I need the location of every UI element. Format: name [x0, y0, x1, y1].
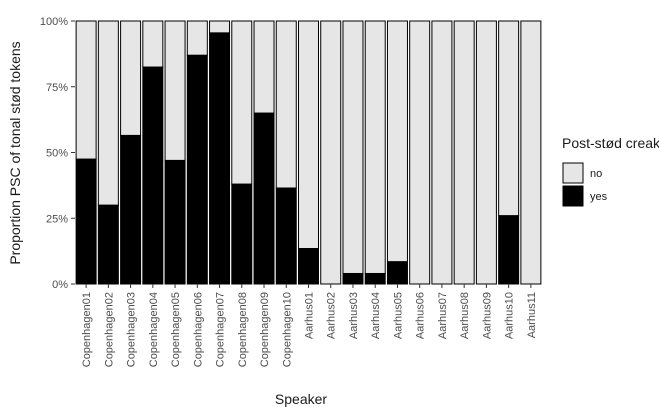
x-tick-label: Copenhagen04 — [148, 292, 160, 367]
x-axis-title: Speaker — [275, 391, 327, 407]
bar-yes — [142, 66, 164, 285]
x-tick-label: Aarhus02 — [326, 292, 338, 339]
bar-no — [364, 20, 386, 274]
bar-no — [409, 20, 431, 285]
x-tick-label: Aarhus08 — [459, 292, 471, 339]
y-tick-label: 25% — [46, 213, 68, 225]
legend-label: yes — [590, 191, 608, 203]
bar-no — [75, 20, 97, 160]
bar-yes — [186, 54, 208, 285]
x-tick-label: Copenhagen06 — [192, 292, 204, 367]
bar-yes — [342, 272, 364, 285]
legend-title: Post-stød creak — [562, 135, 659, 151]
x-tick-label: Copenhagen08 — [237, 292, 249, 367]
legend-key — [562, 162, 584, 184]
x-tick-label: Copenhagen07 — [215, 292, 227, 367]
bar-no — [97, 20, 119, 206]
bar-no — [475, 20, 497, 285]
bar-no — [342, 20, 364, 274]
y-tick-label: 0% — [52, 279, 68, 291]
x-tick-label: Aarhus09 — [481, 292, 493, 339]
x-tick-label: Aarhus06 — [415, 292, 427, 339]
bar-yes — [498, 215, 520, 285]
x-tick-label: Aarhus04 — [370, 292, 382, 339]
bar-no — [498, 20, 520, 217]
bar-yes — [275, 187, 297, 285]
x-axis: Copenhagen01 Copenhagen02 Copenhagen03 Cope… — [81, 284, 538, 367]
bar-no — [431, 20, 453, 285]
bar-no — [164, 20, 186, 161]
y-axis: 0% 25% 50% 75% 100% — [40, 16, 75, 291]
y-axis-title: Proportion PSC of tonal stød tokens — [7, 41, 23, 264]
bar-yes — [209, 32, 231, 285]
bar-no — [120, 20, 142, 136]
bar-yes — [297, 248, 319, 285]
bar-no — [142, 20, 164, 68]
x-tick-label: Copenhagen03 — [126, 292, 138, 367]
y-tick-label: 50% — [46, 148, 68, 160]
x-tick-label: Copenhagen01 — [81, 292, 93, 367]
bar-no — [186, 20, 208, 56]
y-tick-label: 75% — [46, 82, 68, 94]
x-tick-label: Aarhus11 — [526, 292, 538, 338]
x-tick-label: Copenhagen02 — [103, 292, 115, 367]
bar-yes — [231, 183, 253, 285]
bar-no — [320, 20, 342, 285]
bars-group — [75, 20, 542, 285]
x-tick-label: Aarhus03 — [348, 292, 360, 339]
legend-key — [562, 185, 584, 207]
bar-yes — [164, 159, 186, 285]
bar-yes — [364, 272, 386, 285]
bar-yes — [75, 158, 97, 285]
bar-no — [275, 20, 297, 189]
x-tick-label: Aarhus10 — [504, 292, 516, 339]
x-tick-label: Copenhagen05 — [170, 292, 182, 367]
bar-no — [520, 20, 542, 285]
x-tick-label: Aarhus01 — [304, 292, 316, 339]
bar-no — [386, 20, 408, 263]
bar-no — [231, 20, 253, 185]
x-tick-label: Copenhagen09 — [259, 292, 271, 367]
bar-yes — [386, 261, 408, 285]
y-tick-label: 100% — [40, 16, 68, 28]
x-tick-label: Copenhagen10 — [281, 292, 293, 367]
bar-yes — [97, 204, 119, 285]
bar-no — [253, 20, 275, 114]
x-tick-label: Aarhus05 — [392, 292, 404, 339]
legend: Post-stød creak no yes — [562, 135, 659, 207]
bar-no — [453, 20, 475, 285]
x-tick-label: Aarhus07 — [437, 292, 449, 339]
bar-yes — [253, 112, 275, 285]
legend-label: no — [590, 168, 602, 180]
bar-no — [209, 20, 231, 34]
bar-no — [297, 20, 319, 249]
bar-yes — [120, 134, 142, 285]
